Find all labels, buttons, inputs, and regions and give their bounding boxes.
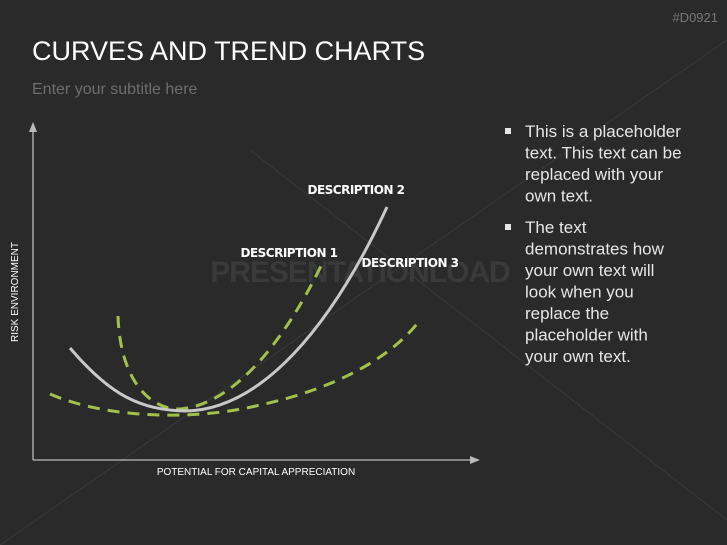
curve-label: DESCRIPTION 3 [361, 256, 458, 270]
bullet-text: your own text. [525, 347, 631, 366]
bullet-marker [505, 128, 511, 134]
curve-1 [116, 263, 324, 411]
curve-2 [68, 206, 389, 413]
bullet-list: This is a placeholder text. This text can… [505, 122, 682, 366]
decor-lines [0, 39, 727, 545]
curve-label: DESCRIPTION 2 [307, 183, 404, 197]
curve-label: DESCRIPTION 1 [240, 246, 337, 260]
bullet-text: This is a placeholder [525, 122, 681, 141]
axes [29, 122, 480, 464]
slide-code: #D0921 [672, 10, 718, 25]
bullet-text: your own text will [525, 261, 654, 280]
curve-3 [49, 319, 422, 417]
bullet-text: replace the [525, 304, 609, 323]
y-axis-label: RISK ENVIRONMENT [10, 242, 21, 342]
bullet-text: The text [525, 218, 587, 237]
bullet-text: own text. [525, 187, 593, 206]
bullet-text: placeholder with [525, 326, 648, 345]
bullet-text: replaced with your [525, 165, 663, 184]
bullet-text: text. This text can be [525, 144, 682, 163]
subtitle: Enter your subtitle here [32, 81, 198, 98]
title: CURVES AND TREND CHARTS [32, 36, 425, 66]
bullet-text: demonstrates how [525, 240, 665, 259]
bullet-text: look when you [525, 283, 634, 302]
x-axis-label: POTENTIAL FOR CAPITAL APPRECIATION [157, 467, 355, 478]
bullet-marker [505, 224, 511, 230]
